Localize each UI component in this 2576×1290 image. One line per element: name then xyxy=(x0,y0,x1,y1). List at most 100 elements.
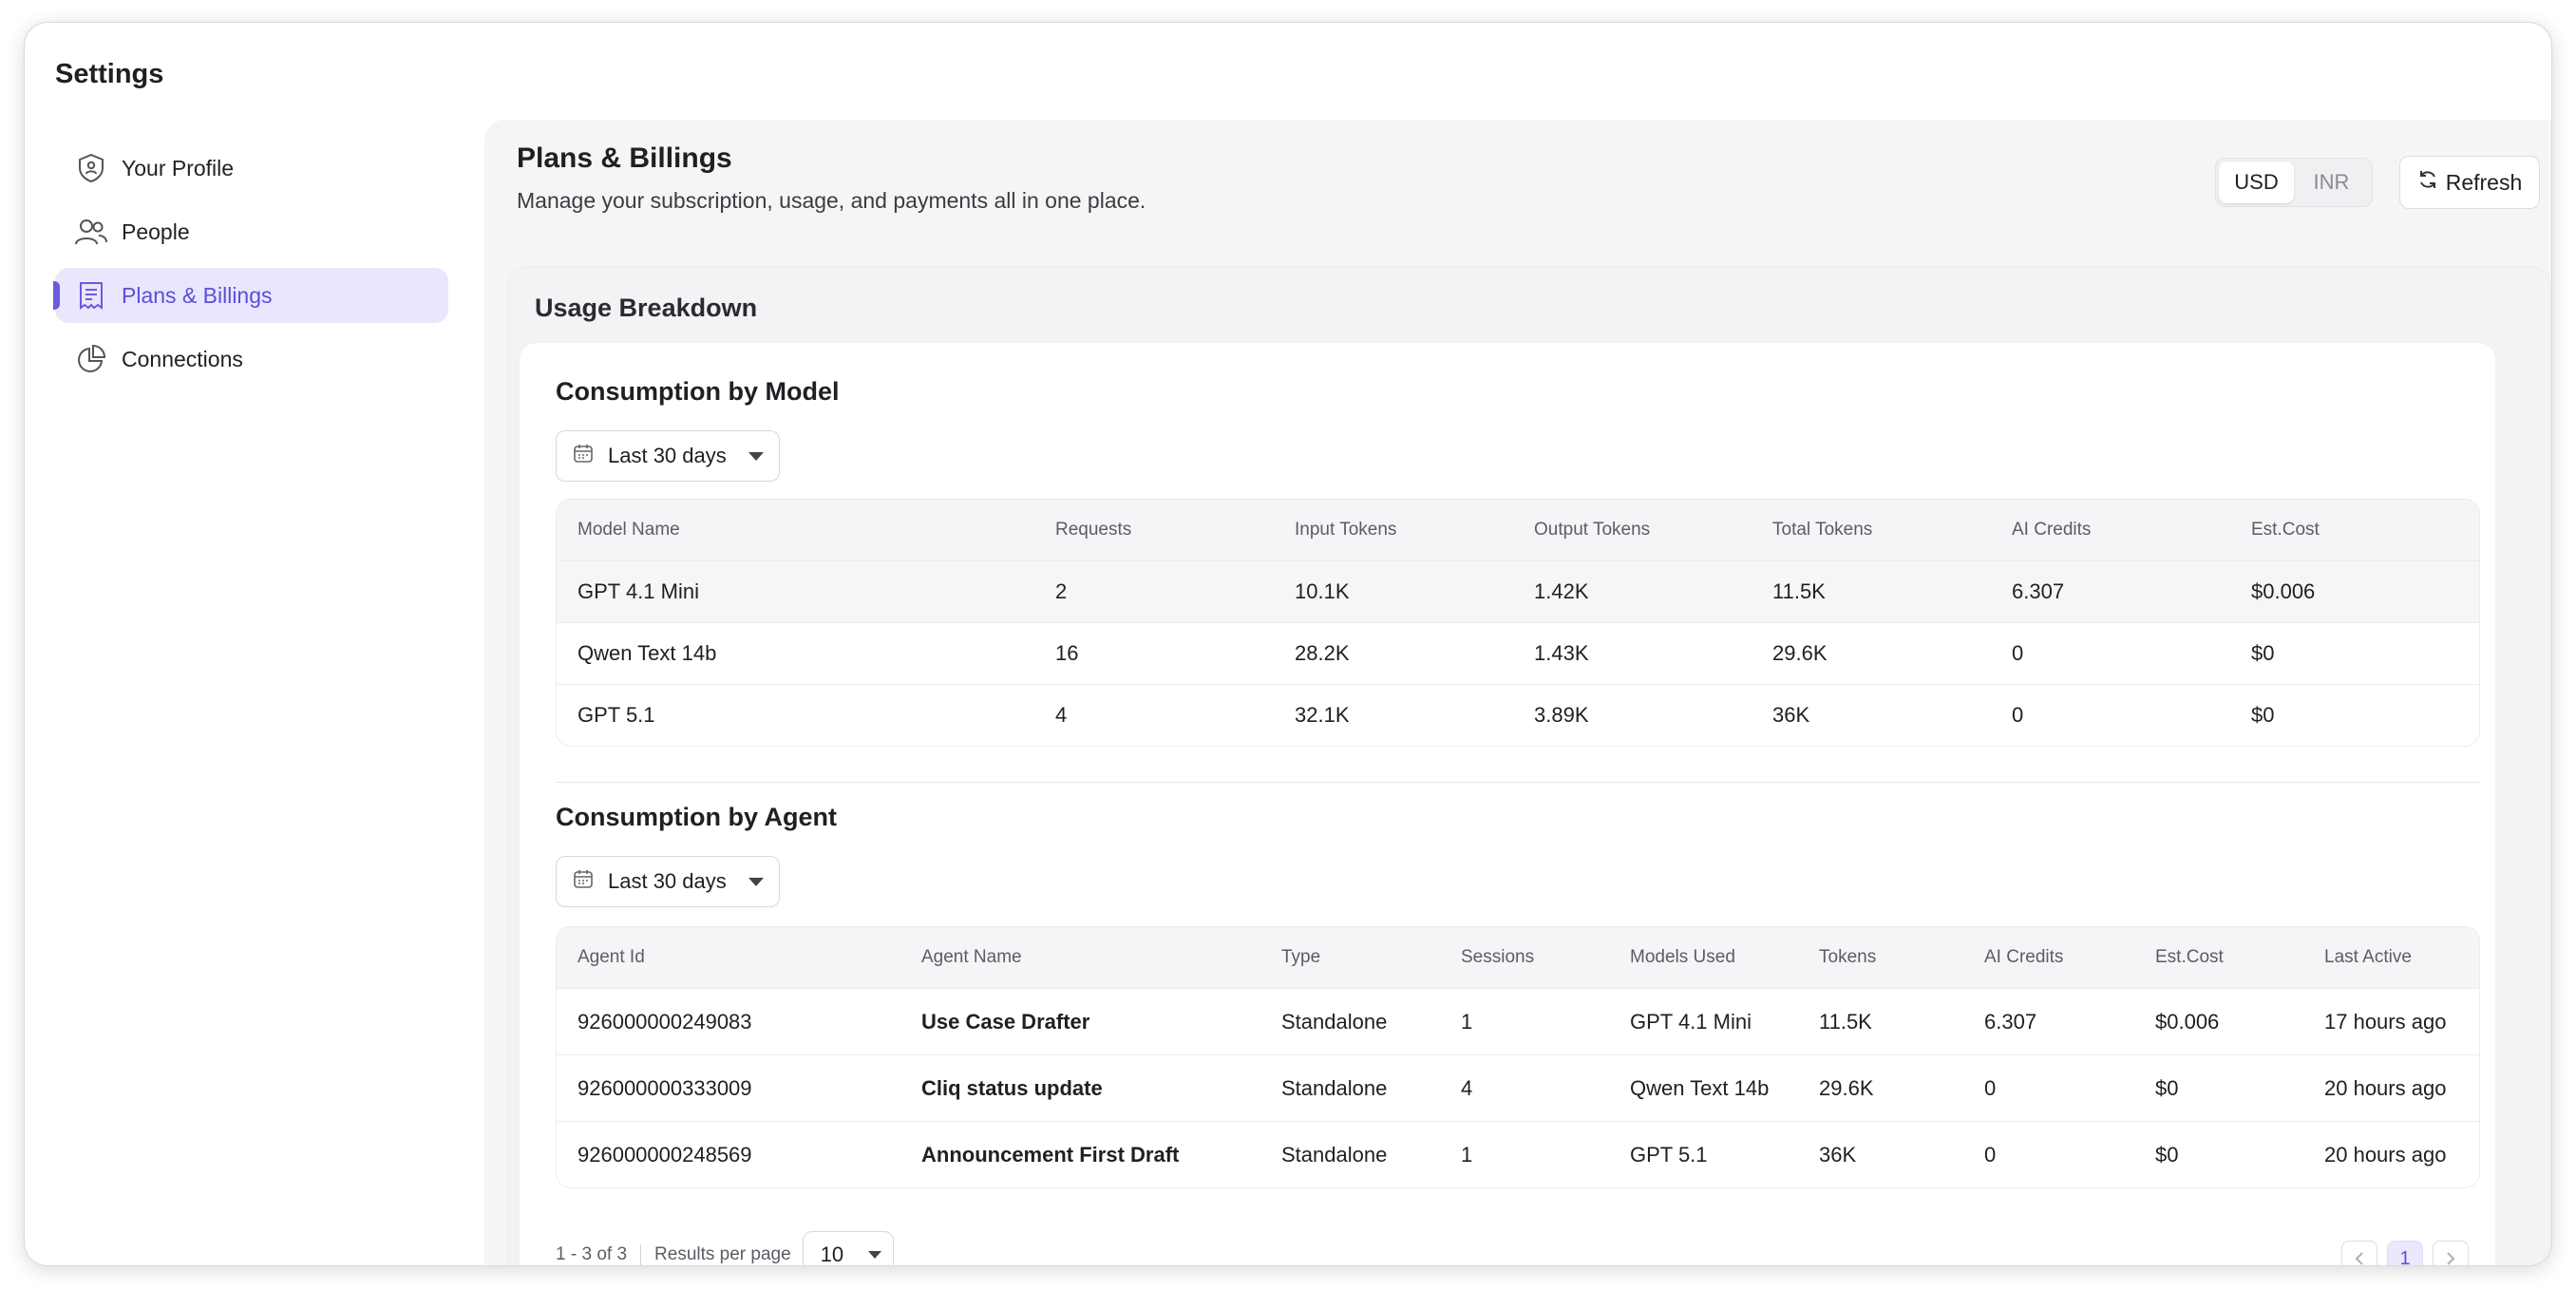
results-per-page-select[interactable]: 10 xyxy=(802,1231,894,1265)
cell-agent-id: 926000000333009 xyxy=(578,1075,752,1100)
per-page-value: 10 xyxy=(820,1243,844,1265)
cell-model-name: GPT 4.1 Mini xyxy=(578,579,699,603)
range-label: Last 30 days xyxy=(608,444,727,467)
cell-tokens: 29.6K xyxy=(1819,1075,1874,1100)
cell-model-name: Qwen Text 14b xyxy=(578,641,717,665)
range-dash: - xyxy=(565,1244,582,1264)
sidebar-item-your-profile[interactable]: Your Profile xyxy=(55,141,448,196)
billing-icon xyxy=(74,278,108,313)
cell-model-name: GPT 5.1 xyxy=(578,703,655,727)
range-label: Last 30 days xyxy=(608,869,727,893)
cell-est-cost: $0.006 xyxy=(2251,579,2316,603)
chevron-down-icon xyxy=(748,877,764,886)
pagination-info: 1 - 3 of 3 Results per page 10 xyxy=(556,1231,894,1265)
cell-output-tokens: 3.89K xyxy=(1534,703,1589,727)
col-models-used: Models Used xyxy=(1630,947,1735,967)
cell-input-tokens: 10.1K xyxy=(1295,579,1350,603)
range-end: 3 xyxy=(581,1244,593,1264)
col-input-tokens: Input Tokens xyxy=(1295,520,1397,540)
cell-output-tokens: 1.42K xyxy=(1534,579,1589,603)
cell-type: Standalone xyxy=(1281,1009,1388,1034)
page-button-current[interactable]: 1 xyxy=(2387,1241,2423,1265)
cell-last-active: 20 hours ago xyxy=(2324,1142,2447,1167)
sidebar-item-people[interactable]: People xyxy=(55,204,448,259)
chevron-down-icon xyxy=(748,451,764,461)
sidebar-item-label: Plans & Billings xyxy=(122,282,273,308)
col-model-name: Model Name xyxy=(578,520,680,540)
cell-sessions: 1 xyxy=(1461,1142,1473,1167)
range-total: 3 xyxy=(616,1244,628,1264)
cell-tokens: 36K xyxy=(1819,1142,1857,1167)
divider xyxy=(640,1244,642,1265)
calendar-icon xyxy=(572,442,595,470)
cell-agent-name[interactable]: Cliq status update xyxy=(921,1075,1103,1100)
cell-est-cost: $0 xyxy=(2155,1075,2179,1100)
sidebar-item-plans-billings[interactable]: Plans & Billings xyxy=(53,268,448,323)
agent-section-title: Consumption by Agent xyxy=(556,803,837,831)
settings-window: Settings Your Profile People xyxy=(25,23,2551,1265)
cell-models-used: GPT 5.1 xyxy=(1630,1142,1708,1167)
range-start: 1 xyxy=(556,1244,566,1264)
usage-inner-panel: Consumption by Model Last 30 days Model … xyxy=(520,343,2495,1265)
table-row[interactable]: Qwen Text 14b 16 28.2K 1.43K 29.6K 0 $0 xyxy=(557,622,2479,684)
cell-input-tokens: 32.1K xyxy=(1295,703,1350,727)
col-est-cost: Est.Cost xyxy=(2155,947,2224,967)
pagination-controls: 1 xyxy=(2341,1241,2469,1265)
sidebar: Your Profile People Plans & Billings xyxy=(53,141,448,395)
cell-type: Standalone xyxy=(1281,1142,1388,1167)
sidebar-item-label: People xyxy=(122,218,190,244)
cell-agent-name[interactable]: Announcement First Draft xyxy=(921,1142,1180,1167)
refresh-label: Refresh xyxy=(2445,169,2523,195)
cell-requests: 16 xyxy=(1055,641,1079,665)
cell-models-used: GPT 4.1 Mini xyxy=(1630,1009,1752,1034)
cell-ai-credits: 0 xyxy=(2012,703,2024,727)
col-last-active: Last Active xyxy=(2324,947,2412,967)
cell-ai-credits: 0 xyxy=(1984,1142,1997,1167)
refresh-icon xyxy=(2417,169,2438,196)
page-title: Plans & Billings xyxy=(517,142,732,174)
cell-input-tokens: 28.2K xyxy=(1295,641,1350,665)
chevron-left-icon xyxy=(2355,1252,2363,1265)
usage-breakdown-title: Usage Breakdown xyxy=(535,294,758,322)
cell-est-cost: $0.006 xyxy=(2155,1009,2220,1034)
cell-sessions: 4 xyxy=(1461,1075,1473,1100)
next-page-button[interactable] xyxy=(2433,1241,2469,1265)
col-total-tokens: Total Tokens xyxy=(1772,520,1873,540)
cell-ai-credits: 6.307 xyxy=(1984,1009,2037,1034)
table-row[interactable]: 926000000249083 Use Case Drafter Standal… xyxy=(557,988,2479,1054)
settings-title: Settings xyxy=(55,59,164,89)
cell-est-cost: $0 xyxy=(2251,703,2275,727)
sidebar-item-label: Your Profile xyxy=(122,155,235,180)
cell-ai-credits: 0 xyxy=(1984,1075,1997,1100)
table-row[interactable]: 926000000248569 Announcement First Draft… xyxy=(557,1121,2479,1187)
cell-agent-name[interactable]: Use Case Drafter xyxy=(921,1009,1090,1034)
pie-chart-icon xyxy=(74,342,108,376)
currency-usd-button[interactable]: USD xyxy=(2219,161,2294,203)
table-header: Model Name Requests Input Tokens Output … xyxy=(557,500,2479,560)
calendar-icon xyxy=(572,867,595,896)
refresh-button[interactable]: Refresh xyxy=(2399,156,2540,209)
usage-breakdown-card: Usage Breakdown Consumption by Model Las… xyxy=(507,266,2551,1265)
cell-est-cost: $0 xyxy=(2251,641,2275,665)
people-icon xyxy=(74,215,108,249)
section-divider xyxy=(556,782,2480,783)
model-range-dropdown[interactable]: Last 30 days xyxy=(556,430,780,482)
col-agent-name: Agent Name xyxy=(921,947,1022,967)
chevron-down-icon xyxy=(867,1251,881,1259)
table-row[interactable]: GPT 5.1 4 32.1K 3.89K 36K 0 $0 xyxy=(557,684,2479,746)
agent-range-dropdown[interactable]: Last 30 days xyxy=(556,856,780,907)
agent-table: Agent Id Agent Name Type Sessions Models… xyxy=(556,926,2480,1188)
currency-inr-button[interactable]: INR xyxy=(2313,170,2350,194)
col-est-cost: Est.Cost xyxy=(2251,520,2320,540)
cell-agent-id: 926000000249083 xyxy=(578,1009,752,1034)
sidebar-item-connections[interactable]: Connections xyxy=(55,332,448,387)
cell-type: Standalone xyxy=(1281,1075,1388,1100)
col-ai-credits: AI Credits xyxy=(2012,520,2092,540)
table-row[interactable]: GPT 4.1 Mini 2 10.1K 1.42K 11.5K 6.307 $… xyxy=(557,560,2479,622)
page-subtitle: Manage your subscription, usage, and pay… xyxy=(517,188,1146,213)
cell-agent-id: 926000000248569 xyxy=(578,1142,752,1167)
cell-ai-credits: 6.307 xyxy=(2012,579,2065,603)
table-row[interactable]: 926000000333009 Cliq status update Stand… xyxy=(557,1054,2479,1121)
cell-ai-credits: 0 xyxy=(2012,641,2024,665)
prev-page-button[interactable] xyxy=(2341,1241,2377,1265)
